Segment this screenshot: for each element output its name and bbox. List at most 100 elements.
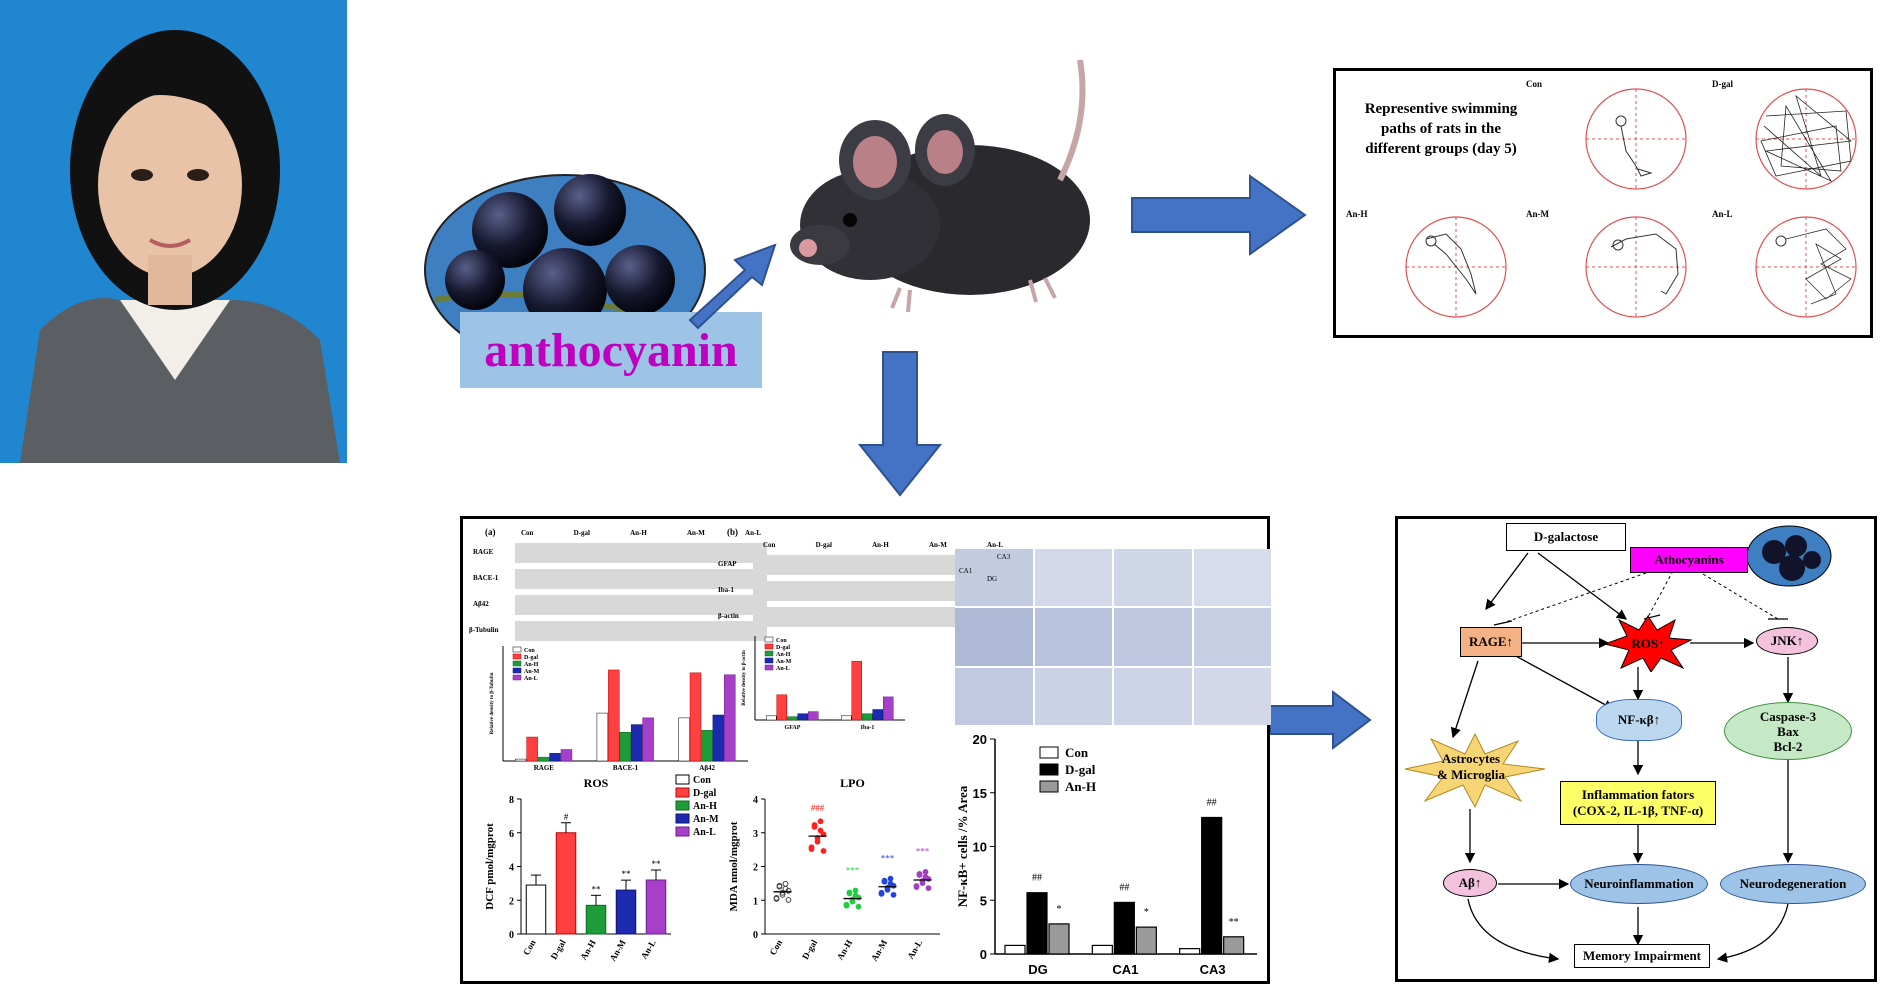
chart-title: LPO <box>840 776 865 790</box>
up-arrow-icon: ↑ <box>1653 712 1661 727</box>
data-point <box>782 880 789 887</box>
arrow-mouse-to-results <box>857 351 943 497</box>
swim-title-line: paths of rats in the <box>1380 121 1501 137</box>
blot-label: Iba-1 <box>718 586 734 594</box>
chart-a: RAGE BACE-1 Aβ42 Relative density to β-Tubu… <box>490 646 748 772</box>
mouse-image <box>780 40 1110 330</box>
chart-nfkb: 0 5 10 15 20 NF-κB+ cells /% Area ## * DG ## * CA1 #… <box>955 732 1257 977</box>
legend-swatch <box>1039 746 1059 759</box>
chart-ros: ROS 0 2 4 6 8 DCF pmol/mgprot Con # D-gal ** An-H **… <box>484 774 719 963</box>
bar <box>1135 926 1157 955</box>
bar <box>560 749 573 762</box>
cytokine-label: (COX-2, IL-1β, TNF-α) <box>1572 803 1704 818</box>
blot-label: β-actin <box>718 612 739 620</box>
inflam-label: Inflammation fators <box>1581 787 1695 802</box>
significance-mark: ## <box>1119 882 1129 893</box>
swim-label-anm: An-M <box>1526 209 1549 219</box>
significance-mark: ## <box>1207 797 1217 808</box>
y-axis-label: Relative density to β-Tubulin <box>490 672 495 734</box>
x-tick-label: An-M <box>608 938 628 963</box>
histology-image <box>1114 608 1192 666</box>
x-tick-label: Aβ42 <box>699 764 715 772</box>
histology-image <box>1034 608 1112 666</box>
significance-mark: ### <box>811 803 825 813</box>
data-point <box>922 869 929 875</box>
y-axis-label: MDA nmol/mgprot <box>728 821 740 911</box>
bar <box>1026 892 1048 955</box>
histology-image <box>1114 667 1192 725</box>
data-point <box>887 880 894 887</box>
legend-label: D-gal <box>776 645 790 651</box>
data-point <box>779 889 786 896</box>
legend-swatch <box>764 636 774 643</box>
legend-swatch <box>675 813 690 824</box>
data-point <box>852 892 859 899</box>
y-tick-label: 4 <box>753 795 758 806</box>
histology-image <box>955 667 1033 725</box>
node-d-galactose: D-galactose <box>1506 523 1626 551</box>
ros-burst-icon <box>1603 615 1693 672</box>
legend-swatch <box>675 826 690 837</box>
node-inflammation: Inflammation fators (COX-2, IL-1β, TNF-α… <box>1560 781 1716 825</box>
data-point <box>916 871 923 877</box>
hist-label: CA3 <box>997 553 1011 561</box>
x-tick-label: CA1 <box>1112 962 1138 977</box>
x-tick-label: DG <box>1028 962 1048 977</box>
data-point <box>785 897 792 903</box>
histology-image: CA3 CA1 DG <box>955 549 1033 607</box>
y-tick-label: 3 <box>753 829 758 840</box>
significance-mark: *** <box>916 847 930 857</box>
node-abeta: Aβ ↑ <box>1443 869 1497 897</box>
lane-label: An-M <box>929 541 947 549</box>
bar <box>608 669 620 762</box>
significance-mark: # <box>564 812 569 822</box>
histology-image <box>1034 549 1112 607</box>
bar <box>1004 944 1026 955</box>
up-arrow-icon: ↑ <box>1796 633 1804 648</box>
legend-swatch <box>764 643 774 650</box>
data-point <box>820 848 827 854</box>
legend-swatch <box>512 674 522 681</box>
swim-label-dgal: D-gal <box>1712 79 1733 89</box>
y-tick-label: 15 <box>973 786 987 801</box>
legend-label: Con <box>1065 745 1089 760</box>
lane-label: D-gal <box>815 541 832 549</box>
results-panel: (a) Con D-gal An-H An-M An-L RAGE BACE-1… <box>460 516 1271 984</box>
lane-label: An-H <box>872 541 889 549</box>
anthocyanin-label: anthocyanin <box>460 312 762 388</box>
arrow-berry-to-mouse <box>688 243 777 330</box>
legend-label: An-H <box>524 662 539 668</box>
hist-label: DG <box>987 575 998 583</box>
legend-label: An-M <box>776 659 792 665</box>
panel-b-lanes: Con D-gal An-H An-M An-L <box>763 541 1003 549</box>
bar <box>1048 923 1070 955</box>
swim-label-anh: An-H <box>1346 209 1368 219</box>
bar <box>1201 816 1223 955</box>
x-tick-label: An-H <box>578 938 597 962</box>
western-blot-row <box>753 555 1005 575</box>
y-tick-label: 20 <box>973 732 987 747</box>
x-tick-label: RAGE <box>534 764 555 772</box>
y-tick-label: 6 <box>509 829 514 840</box>
western-blot-row <box>515 569 767 589</box>
data-point <box>817 827 824 834</box>
y-tick-label: 2 <box>753 863 758 874</box>
x-tick-label: D-gal <box>800 938 819 962</box>
data-point <box>808 844 815 851</box>
node-nfkb-label: NF-κβ <box>1617 712 1654 727</box>
up-arrow-icon: ↑ <box>1506 634 1514 649</box>
data-point <box>773 894 780 901</box>
swim-title-line: Representive swimming <box>1364 101 1518 117</box>
x-tick-label: An-H <box>835 938 854 962</box>
bar <box>515 758 527 762</box>
berry-icon <box>1746 525 1832 587</box>
legend-label: An-H <box>776 652 791 658</box>
legend-label: Con <box>524 648 535 654</box>
node-ros-label: ROS <box>1631 636 1659 651</box>
bar <box>862 713 873 721</box>
legend-label: D-gal <box>1065 762 1096 777</box>
blot-label: GFAP <box>718 560 737 568</box>
swim-label-con: Con <box>1526 79 1543 89</box>
bar <box>645 879 667 935</box>
chart-lpo: LPO 0 1 2 3 4 MDA nmol/mgprot Con ### D-gal *** An-… <box>728 776 940 963</box>
